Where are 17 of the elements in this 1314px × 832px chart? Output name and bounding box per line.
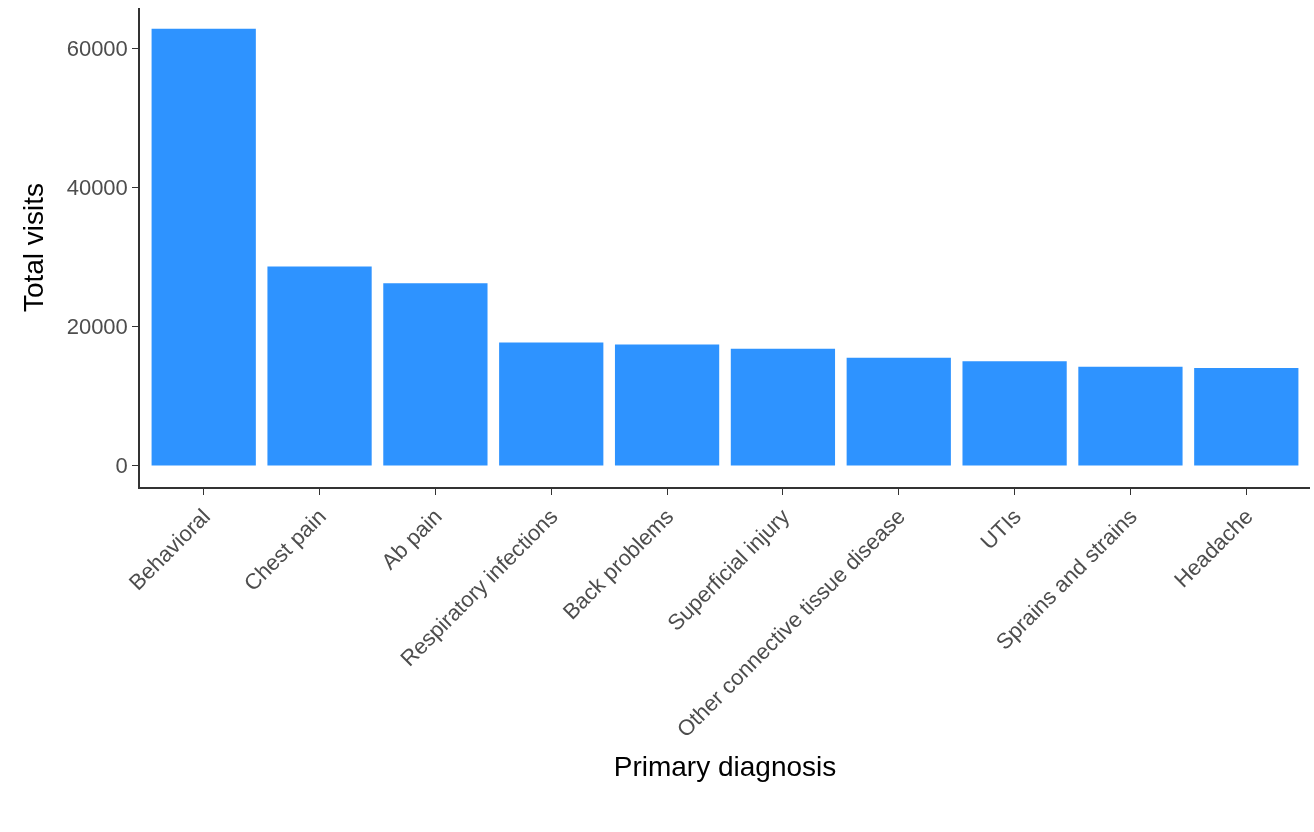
- y-tick-label: 40000: [66, 175, 128, 201]
- bar: [614, 344, 720, 466]
- y-tick-label: 20000: [66, 314, 128, 340]
- y-axis-title: Total visits: [17, 182, 49, 313]
- x-tick-label: UTIs: [975, 503, 1026, 555]
- bar: [1194, 368, 1299, 466]
- x-axis-title: Primary diagnosis: [613, 750, 837, 782]
- bar: [151, 28, 256, 466]
- bar: [383, 283, 488, 466]
- bar: [1078, 366, 1183, 466]
- y-tick-label: 60000: [66, 36, 128, 62]
- bar: [499, 342, 604, 466]
- bar: [962, 361, 1067, 466]
- bar: [846, 357, 951, 466]
- bar: [267, 266, 372, 466]
- y-tick-label: 0: [115, 453, 128, 479]
- bar: [730, 348, 836, 466]
